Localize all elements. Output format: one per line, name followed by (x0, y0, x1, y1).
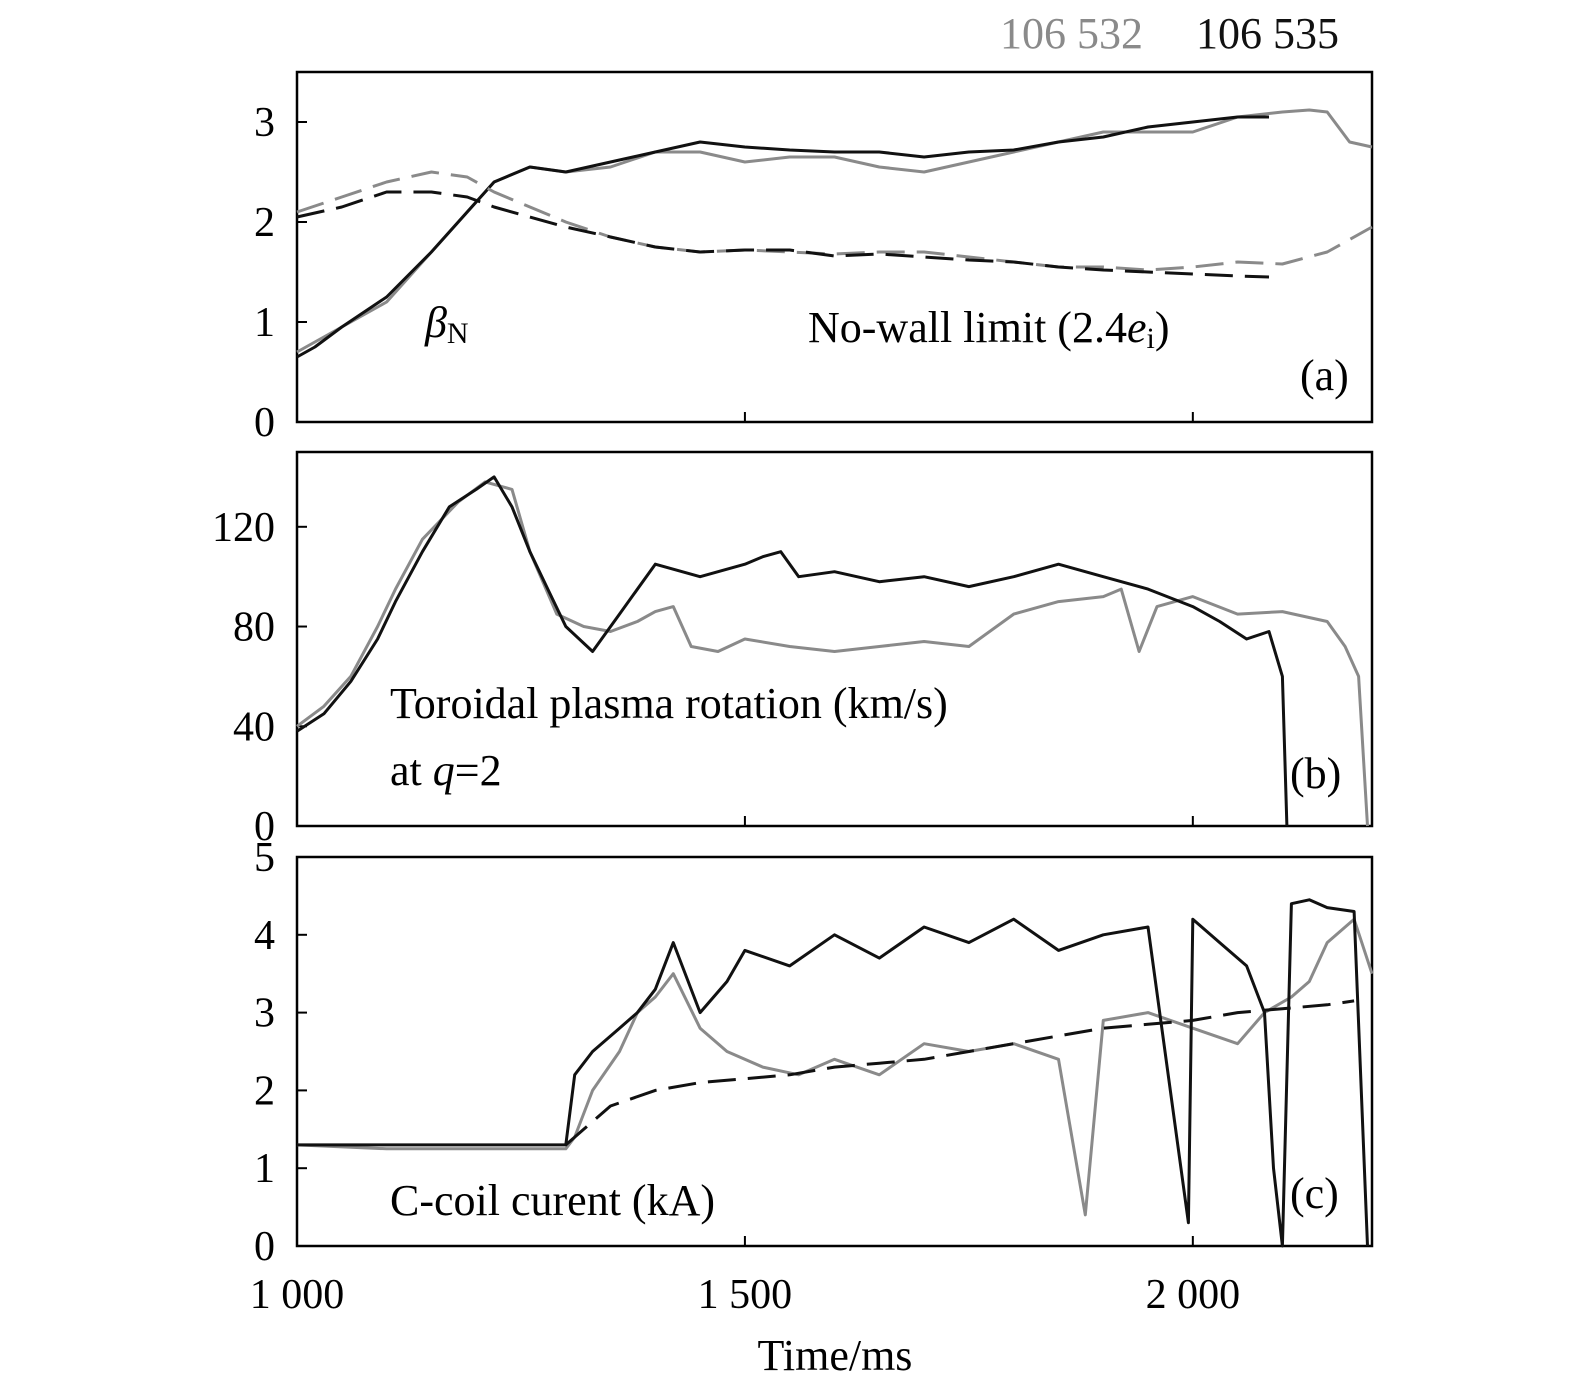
no-wall-limit-label: No-wall limit (2.4ei) (808, 303, 1170, 355)
xtick-label: 1 000 (250, 1272, 345, 1318)
series-a-106535-dashed (296, 190, 1270, 279)
panel-c-ytick-label: 5 (254, 835, 275, 881)
panel-a-ytick-label: 2 (254, 200, 275, 246)
series-c-106535-dashed (564, 999, 1355, 1147)
panel-b-tag: (b) (1290, 749, 1341, 798)
xtick-label: 2 000 (1146, 1272, 1241, 1318)
panel-b-ytick-label: 120 (212, 505, 275, 551)
panel-c-ytick-label: 4 (254, 913, 275, 959)
c-coil-label: C-coil curent (kA) (390, 1176, 715, 1225)
x-axis-label: Time/ms (758, 1331, 913, 1380)
series-c-106535 (297, 898, 1369, 1248)
rotation-label-line2: at q=2 (390, 746, 502, 795)
panel-c-frame (295, 855, 1374, 1248)
panel-a-ytick-label: 3 (254, 100, 275, 146)
series-b-106535 (296, 475, 1289, 827)
panel-a-frame (295, 70, 1374, 424)
panel-c-ytick-label: 2 (254, 1068, 275, 1114)
panel-c-tag: (c) (1290, 1169, 1339, 1218)
series-a-106535 (296, 115, 1269, 359)
legend-label-106535: 106 535 (1196, 9, 1339, 58)
legend-label-106532: 106 532 (1000, 9, 1143, 58)
beta-n-label: βN (424, 298, 469, 350)
panel-c-ytick-label: 1 (254, 1146, 275, 1192)
panel-c-ytick-label: 3 (254, 991, 275, 1037)
panel-a-ytick-label: 0 (254, 400, 275, 446)
panel-a-ytick-label: 1 (254, 300, 275, 346)
panel-a-tag: (a) (1300, 351, 1349, 400)
panel-b-ytick-label: 80 (233, 605, 275, 651)
panel-b-ytick-label: 40 (233, 704, 275, 750)
panel-b-frame (295, 450, 1374, 828)
panel-b: 0 40 80 120 (212, 450, 1374, 850)
panel-b-ytick-label: 0 (254, 804, 275, 850)
xtick-label: 1 500 (698, 1272, 793, 1318)
panel-c: 0 1 2 3 4 5 1 000 1 500 2 000 (250, 835, 1374, 1318)
rotation-label-line1: Toroidal plasma rotation (km/s) (390, 679, 948, 728)
panel-a: 0 1 2 3 (254, 70, 1374, 446)
panel-c-ytick-label: 0 (254, 1224, 275, 1270)
